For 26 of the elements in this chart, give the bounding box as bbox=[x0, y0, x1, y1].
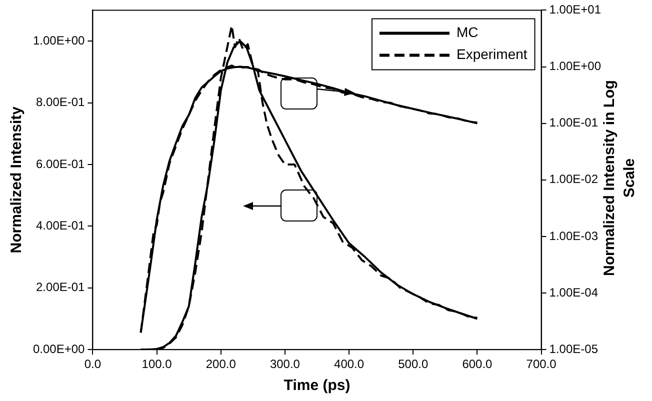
y2-tick-label: 1.00E+00 bbox=[549, 59, 602, 74]
y2-axis-title: Normalized Intensity in Log Scale bbox=[600, 79, 639, 278]
y-tick-label: 4.00E-01 bbox=[36, 218, 86, 232]
x-tick-label: 100.0 bbox=[142, 357, 172, 372]
legend-label: Experiment bbox=[456, 46, 528, 62]
y2-tick-label: 1.00E-02 bbox=[549, 172, 598, 186]
y2-tick-label: 1.00E-01 bbox=[549, 116, 598, 130]
y-tick-label: 2.00E-01 bbox=[36, 280, 86, 294]
y2-tick-label: 1.00E-04 bbox=[549, 285, 598, 300]
x-tick-label: 400.0 bbox=[334, 357, 364, 372]
y-tick-label: 0.00E+00 bbox=[32, 342, 86, 356]
y-axis-title: Normalized Intensity bbox=[8, 106, 26, 254]
y2-tick-label: 1.00E-05 bbox=[549, 342, 598, 356]
y2-tick-label: 1.00E-03 bbox=[549, 228, 598, 243]
x-tick-label: 600.0 bbox=[462, 357, 493, 372]
y-tick-label: 6.00E-01 bbox=[36, 156, 86, 171]
x-tick-label: 200.0 bbox=[206, 357, 236, 372]
y-tick-label: 8.00E-01 bbox=[36, 95, 86, 110]
y-tick-label: 1.00E+00 bbox=[32, 33, 86, 48]
legend-label: MC bbox=[456, 24, 478, 40]
x-tick-label: 700.0 bbox=[526, 357, 557, 372]
x-tick-label: 500.0 bbox=[398, 357, 428, 372]
y2-tick-label: 1.00E+01 bbox=[549, 2, 602, 17]
x-axis-title: Time (ps) bbox=[284, 377, 350, 394]
x-tick-label: 300.0 bbox=[270, 357, 300, 372]
x-tick-label: 0.0 bbox=[84, 357, 102, 372]
